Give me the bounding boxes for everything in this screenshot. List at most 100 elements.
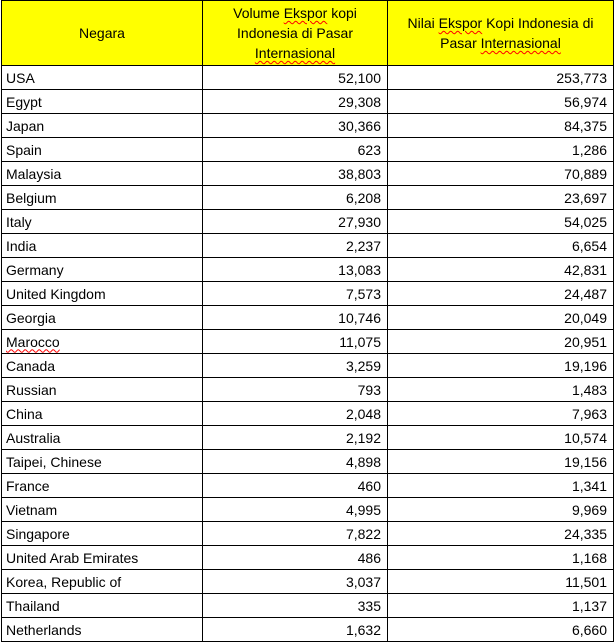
header-value[interactable]: Nilai Ekspor Kopi Indonesia di Pasar Int… xyxy=(387,0,614,66)
cell-value[interactable]: 7,963 xyxy=(387,401,614,426)
cell-country[interactable]: Belgium xyxy=(1,185,203,210)
cell-value[interactable]: 10,574 xyxy=(387,425,614,450)
cell-value[interactable]: 23,697 xyxy=(387,185,614,210)
cell-volume[interactable]: 11,075 xyxy=(202,329,388,354)
cell-value[interactable]: 1,341 xyxy=(387,473,614,498)
cell-value[interactable]: 20,049 xyxy=(387,305,614,330)
cell-value[interactable]: 6,654 xyxy=(387,233,614,258)
cell-volume[interactable]: 38,803 xyxy=(202,161,388,186)
table-row: United Arab Emirates 486 1,168 xyxy=(1,545,614,570)
cell-volume[interactable]: 623 xyxy=(202,137,388,162)
cell-country[interactable]: Egypt xyxy=(1,89,203,114)
cell-volume[interactable]: 4,995 xyxy=(202,497,388,522)
cell-country[interactable]: USA xyxy=(1,65,203,90)
cell-country[interactable]: Malaysia xyxy=(1,161,203,186)
cell-country[interactable]: Singapore xyxy=(1,521,203,546)
cell-volume[interactable]: 460 xyxy=(202,473,388,498)
cell-value[interactable]: 56,974 xyxy=(387,89,614,114)
cell-volume[interactable]: 793 xyxy=(202,377,388,402)
cell-volume[interactable]: 2,048 xyxy=(202,401,388,426)
cell-country[interactable]: Thailand xyxy=(1,593,203,618)
cell-volume[interactable]: 2,192 xyxy=(202,425,388,450)
table-row: Thailand 335 1,137 xyxy=(1,593,614,618)
cell-volume[interactable]: 335 xyxy=(202,593,388,618)
cell-volume[interactable]: 1,632 xyxy=(202,617,388,642)
cell-value[interactable]: 70,889 xyxy=(387,161,614,186)
cell-value[interactable]: 19,196 xyxy=(387,353,614,378)
cell-value[interactable]: 42,831 xyxy=(387,257,614,282)
cell-value[interactable]: 9,969 xyxy=(387,497,614,522)
cell-volume[interactable]: 29,308 xyxy=(202,89,388,114)
cell-country[interactable]: Vietnam xyxy=(1,497,203,522)
cell-value[interactable]: 1,483 xyxy=(387,377,614,402)
cell-country[interactable]: Germany xyxy=(1,257,203,282)
cell-value[interactable]: 1,286 xyxy=(387,137,614,162)
cell-value[interactable]: 19,156 xyxy=(387,449,614,474)
country-name: Thailand xyxy=(6,597,60,614)
cell-country[interactable]: Russian xyxy=(1,377,203,402)
cell-volume[interactable]: 7,822 xyxy=(202,521,388,546)
header-row: Negara Volume Ekspor kopi Indonesia di P… xyxy=(1,0,614,66)
cell-volume[interactable]: 3,259 xyxy=(202,353,388,378)
cell-value[interactable]: 24,487 xyxy=(387,281,614,306)
cell-value[interactable]: 1,137 xyxy=(387,593,614,618)
cell-country[interactable]: Marocco xyxy=(1,329,203,354)
cell-country[interactable]: Korea, Republic of xyxy=(1,569,203,594)
table-row: China 2,048 7,963 xyxy=(1,401,614,426)
country-name: Italy xyxy=(6,213,32,230)
cell-value[interactable]: 1,168 xyxy=(387,545,614,570)
header-country[interactable]: Negara xyxy=(1,0,203,66)
table-row: Malaysia 38,803 70,889 xyxy=(1,161,614,186)
cell-volume[interactable]: 4,898 xyxy=(202,449,388,474)
cell-volume[interactable]: 52,100 xyxy=(202,65,388,90)
cell-country[interactable]: United Arab Emirates xyxy=(1,545,203,570)
header-volume[interactable]: Volume Ekspor kopi Indonesia di Pasar In… xyxy=(202,0,388,66)
country-name: Germany xyxy=(6,261,64,278)
country-name: Russian xyxy=(6,381,57,398)
cell-volume[interactable]: 486 xyxy=(202,545,388,570)
cell-value[interactable]: 84,375 xyxy=(387,113,614,138)
table-row: USA 52,100 253,773 xyxy=(1,65,614,90)
table-row: Australia 2,192 10,574 xyxy=(1,425,614,450)
cell-volume[interactable]: 6,208 xyxy=(202,185,388,210)
country-name: Japan xyxy=(6,117,45,134)
cell-volume[interactable]: 7,573 xyxy=(202,281,388,306)
cell-value[interactable]: 24,335 xyxy=(387,521,614,546)
cell-value[interactable]: 11,501 xyxy=(387,569,614,594)
cell-volume[interactable]: 2,237 xyxy=(202,233,388,258)
country-name: China xyxy=(6,405,43,422)
cell-value[interactable]: 20,951 xyxy=(387,329,614,354)
country-name: Egypt xyxy=(6,93,42,110)
table-row: Marocco 11,075 20,951 xyxy=(1,329,614,354)
cell-volume[interactable]: 30,366 xyxy=(202,113,388,138)
cell-country[interactable]: Netherlands xyxy=(1,617,203,642)
cell-volume[interactable]: 10,746 xyxy=(202,305,388,330)
cell-country[interactable]: Australia xyxy=(1,425,203,450)
cell-country[interactable]: India xyxy=(1,233,203,258)
cell-country[interactable]: Canada xyxy=(1,353,203,378)
cell-country[interactable]: Japan xyxy=(1,113,203,138)
table-row: Egypt 29,308 56,974 xyxy=(1,89,614,114)
cell-country[interactable]: Italy xyxy=(1,209,203,234)
cell-country[interactable]: China xyxy=(1,401,203,426)
country-name: Marocco xyxy=(6,333,60,350)
cell-country[interactable]: United Kingdom xyxy=(1,281,203,306)
cell-volume[interactable]: 27,930 xyxy=(202,209,388,234)
cell-country[interactable]: Georgia xyxy=(1,305,203,330)
cell-volume[interactable]: 3,037 xyxy=(202,569,388,594)
cell-country[interactable]: France xyxy=(1,473,203,498)
table-row: Vietnam 4,995 9,969 xyxy=(1,497,614,522)
cell-volume[interactable]: 13,083 xyxy=(202,257,388,282)
spellcheck-word: Internasional xyxy=(480,35,561,51)
cell-country[interactable]: Taipei, Chinese xyxy=(1,449,203,474)
cell-country[interactable]: Spain xyxy=(1,137,203,162)
country-name: Korea, Republic of xyxy=(6,573,122,590)
cell-value[interactable]: 6,660 xyxy=(387,617,614,642)
country-name: Netherlands xyxy=(6,621,82,638)
country-name: United Arab Emirates xyxy=(6,549,139,566)
table-row: Spain 623 1,286 xyxy=(1,137,614,162)
cell-value[interactable]: 54,025 xyxy=(387,209,614,234)
table-row: Korea, Republic of 3,037 11,501 xyxy=(1,569,614,594)
spellcheck-word: Ekspor xyxy=(283,5,328,21)
cell-value[interactable]: 253,773 xyxy=(387,65,614,90)
